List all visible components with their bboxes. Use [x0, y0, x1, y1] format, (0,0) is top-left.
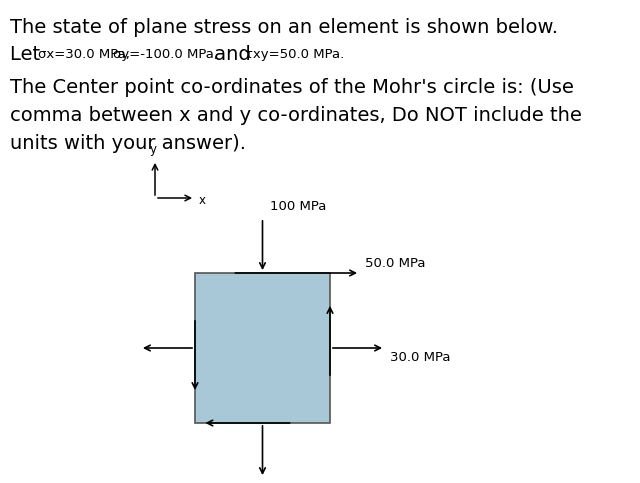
Text: 50.0 MPa: 50.0 MPa — [365, 257, 426, 270]
Text: τxy=50.0 MPa.: τxy=50.0 MPa. — [245, 48, 344, 61]
Bar — [195, 273, 330, 423]
Text: σy=-100.0 MPa,: σy=-100.0 MPa, — [113, 48, 218, 61]
Text: The Center point co-ordinates of the Mohr's circle is: (Use: The Center point co-ordinates of the Moh… — [10, 78, 574, 97]
Text: y: y — [150, 143, 157, 156]
Text: 100 MPa: 100 MPa — [271, 200, 327, 213]
Text: units with your answer).: units with your answer). — [10, 134, 246, 153]
Text: The state of plane stress on an element is shown below.: The state of plane stress on an element … — [10, 18, 558, 37]
Text: x: x — [199, 194, 206, 207]
Text: and: and — [208, 45, 257, 64]
Text: Let: Let — [10, 45, 46, 64]
Text: 30.0 MPa: 30.0 MPa — [390, 351, 451, 364]
Text: σx=30.0 MPa,: σx=30.0 MPa, — [38, 48, 130, 61]
Text: comma between x and y co-ordinates, Do NOT include the: comma between x and y co-ordinates, Do N… — [10, 106, 582, 125]
